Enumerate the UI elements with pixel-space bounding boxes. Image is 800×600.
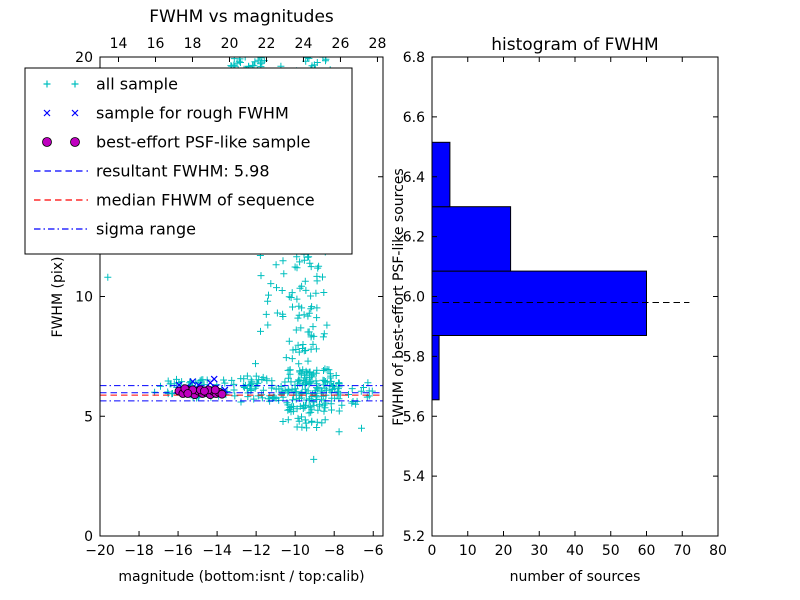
legend-marker-plus xyxy=(71,80,79,88)
psf-sample-point xyxy=(210,385,220,395)
psf-sample-point xyxy=(217,389,227,399)
x-tick-label: −6 xyxy=(363,543,384,559)
hist-x-tick-label: 0 xyxy=(428,543,437,559)
hist-bar xyxy=(431,334,440,401)
legend-marker-circle xyxy=(70,137,80,147)
hist-xlabel: number of sources xyxy=(510,569,641,585)
hist-y-tick-label: 5.6 xyxy=(403,409,425,425)
hist-x-tick-label: 10 xyxy=(459,543,477,559)
x-tick-label: −8 xyxy=(324,543,345,559)
psf-sample-point xyxy=(183,389,193,398)
legend-marker-x xyxy=(43,109,51,117)
legend-label: median FHWM of sequence xyxy=(96,191,315,210)
hist-bar xyxy=(431,141,451,208)
hist-x-tick-label: 30 xyxy=(530,543,548,559)
top-tick-label: 14 xyxy=(110,36,128,52)
hist-x-tick-label: 40 xyxy=(566,543,584,559)
x-tick-label: −10 xyxy=(280,543,310,559)
hist-x-tick-label: 80 xyxy=(709,543,727,559)
hist-y-tick-label: 5.2 xyxy=(403,529,425,545)
hist-y-tick-label: 6.6 xyxy=(403,110,425,126)
legend-marker-plus xyxy=(43,80,51,88)
hist-bar xyxy=(431,206,512,272)
y-tick-label: 5 xyxy=(84,409,93,425)
legend-label: sigma range xyxy=(96,220,196,239)
legend-label: sample for rough FWHM xyxy=(96,104,289,123)
x-tick-label: −16 xyxy=(163,543,193,559)
hist-y-tick-label: 6.0 xyxy=(403,290,425,306)
top-tick-label: 28 xyxy=(369,36,387,52)
y-tick-label: 20 xyxy=(75,50,93,66)
hist-ylabel: FWHM of best-effort PSF-like sources xyxy=(391,168,407,425)
hist-title: histogram of FWHM xyxy=(491,35,658,55)
scatter-title: FWHM vs magnitudes xyxy=(149,7,334,27)
legend-marker-x xyxy=(71,109,79,117)
hist-bar xyxy=(431,270,647,337)
x-tick-label: −20 xyxy=(85,543,115,559)
x-tick-label: −14 xyxy=(202,543,232,559)
top-tick-label: 18 xyxy=(184,36,202,52)
legend-marker-circle xyxy=(42,137,52,147)
top-tick-label: 24 xyxy=(295,36,313,52)
hist-y-tick-label: 6.8 xyxy=(403,50,425,66)
histogram-plot: 0 10 20 30 40 50 60 70 80 5.2 5.4 5.6 5.8 6.0 6.2 6.4 6.… xyxy=(391,35,727,585)
top-tick-label: 20 xyxy=(221,36,239,52)
hist-x-tick-label: 70 xyxy=(673,543,691,559)
hist-x-tick-label: 20 xyxy=(495,543,513,559)
hist-x-tick-label: 50 xyxy=(602,543,620,559)
scatter-xlabel: magnitude (bottom:isnt / top:calib) xyxy=(118,569,364,585)
scatter-ylabel: FWHM (pix) xyxy=(50,257,66,338)
legend-label: resultant FWHM: 5.98 xyxy=(96,162,270,181)
legend-label: all sample xyxy=(96,75,178,94)
top-tick-label: 22 xyxy=(258,36,276,52)
y-tick-label: 10 xyxy=(75,290,93,306)
top-tick-label: 26 xyxy=(332,36,350,52)
y-tick-label: 0 xyxy=(84,529,93,545)
scatter-plot: −20 −18 −16 −14 −12 −10 −8 −6 14 16 18 20 22 24 26 28 0 5… xyxy=(50,7,386,585)
legend-label: best-effort PSF-like sample xyxy=(96,133,310,152)
hist-y-tick-label: 6.4 xyxy=(403,170,425,186)
top-tick-label: 16 xyxy=(147,36,165,52)
hist-y-tick-label: 6.2 xyxy=(403,230,425,246)
legend: all sample sample for rough FWHM best-effo… xyxy=(24,67,353,255)
x-tick-label: −12 xyxy=(241,543,271,559)
hist-y-tick-label: 5.4 xyxy=(403,469,425,485)
legend-box xyxy=(24,67,353,255)
hist-y-tick-label: 5.8 xyxy=(403,349,425,365)
psf-sample-point xyxy=(199,386,209,396)
hist-x-tick-label: 60 xyxy=(638,543,656,559)
x-tick-label: −18 xyxy=(124,543,154,559)
